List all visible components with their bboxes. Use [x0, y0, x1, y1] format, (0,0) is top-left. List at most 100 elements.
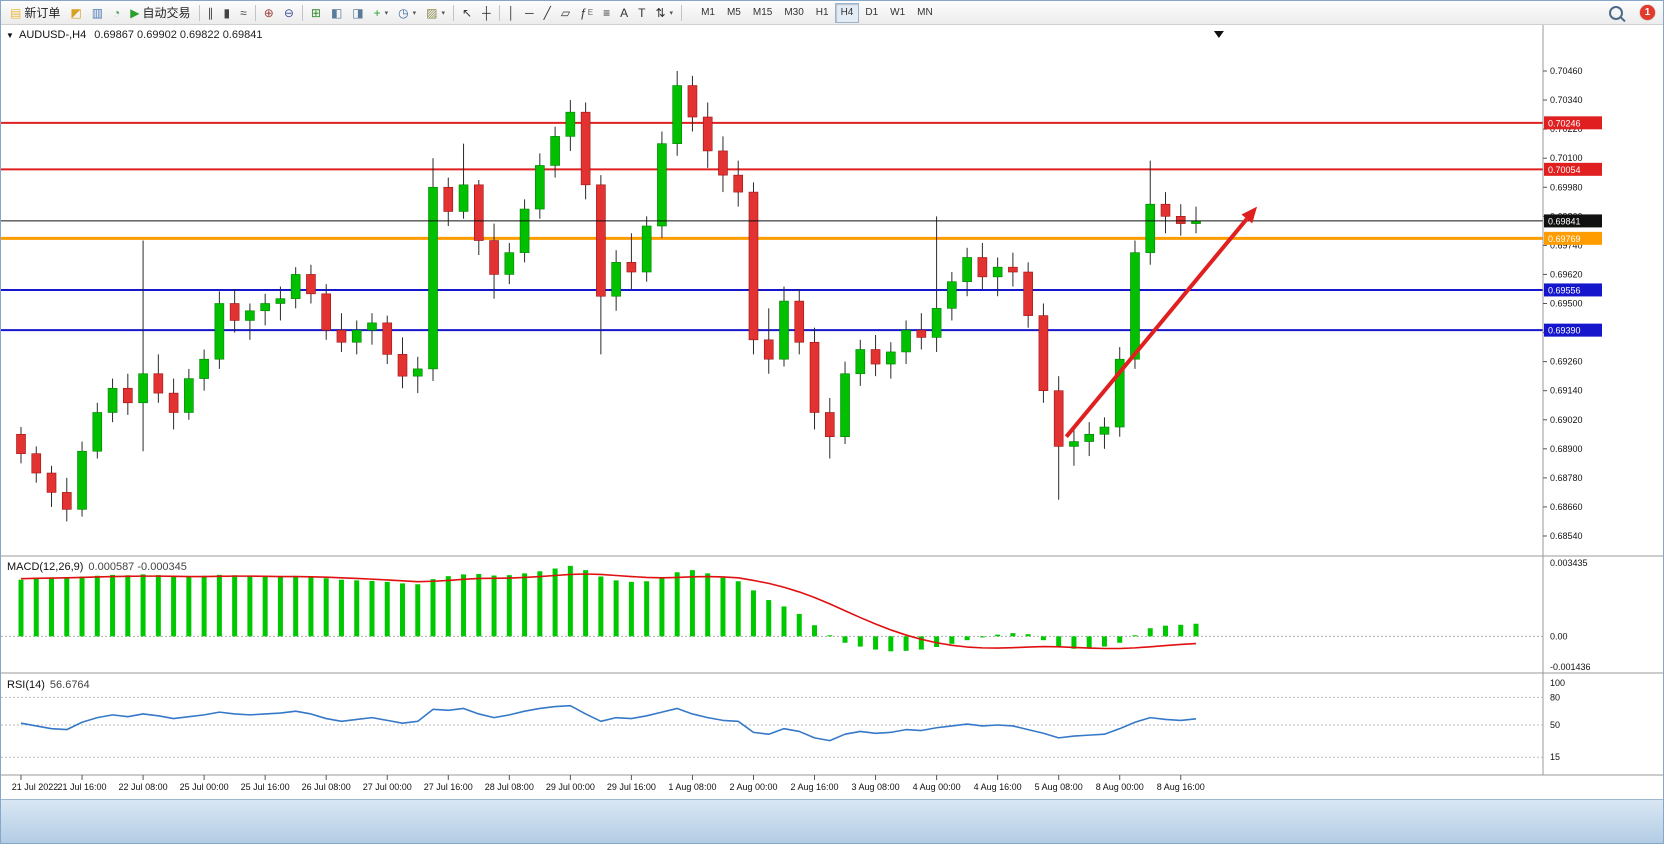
- candlestick-chart-icon-button[interactable]: ▮: [219, 2, 236, 24]
- candle: [550, 126, 560, 178]
- candle: [565, 100, 576, 151]
- candle: [123, 373, 133, 415]
- candle: [290, 267, 301, 309]
- candle: [1084, 422, 1094, 457]
- market-watch-icon: ◩: [70, 5, 82, 20]
- time-tick-label: 5 Aug 08:00: [1035, 782, 1083, 792]
- candle-body-up: [535, 165, 545, 210]
- candle: [687, 75, 698, 132]
- candle-body-up: [992, 266, 1003, 278]
- new-order-button[interactable]: ▤ 新订单: [5, 2, 65, 24]
- tile-windows-icon-button[interactable]: ⊞: [306, 2, 326, 24]
- time-tick-label: 29 Jul 16:00: [607, 782, 656, 792]
- templates-icon-button[interactable]: ▨ ▾: [421, 2, 450, 24]
- candle: [46, 465, 57, 507]
- horizontal-line-icon-button[interactable]: ─: [520, 2, 539, 24]
- candle-body-up: [458, 184, 469, 212]
- text-label-icon-button[interactable]: T: [633, 2, 650, 24]
- candle-body-up: [290, 274, 301, 299]
- fibonacci-icon-sub: E: [587, 7, 594, 17]
- candle: [107, 378, 118, 423]
- market-watch-icon-button[interactable]: ◩: [65, 2, 86, 24]
- window-frame-bottom: [1, 799, 1663, 843]
- candle-body-up: [245, 310, 255, 321]
- timeframe-w1[interactable]: W1: [890, 7, 906, 18]
- timeframe-d1[interactable]: D1: [865, 7, 879, 18]
- candle-body-up: [947, 281, 957, 309]
- candle: [458, 143, 469, 219]
- vertical-line-icon-button[interactable]: │: [503, 2, 521, 24]
- candle-body-down: [229, 303, 240, 321]
- data-window-icon-button[interactable]: ▥: [87, 2, 108, 24]
- candle-body-down: [1160, 203, 1171, 217]
- one-click-trading-toggle[interactable]: ▼: [6, 31, 14, 40]
- candle: [824, 397, 835, 459]
- time-axis[interactable]: 21 Jul 2022 21 Jul 16:00 22 Jul 08:00 25 Ju…: [12, 775, 1205, 792]
- cursor-icon-button[interactable]: ↖: [457, 2, 477, 24]
- candle: [260, 293, 270, 326]
- crosshair-icon-button[interactable]: ┼: [477, 2, 496, 24]
- rsi-line: [20, 704, 1197, 742]
- price-axis[interactable]: 0.704600.703400.702200.701000.699800.698…: [1543, 66, 1602, 541]
- bar-chart-icon-button[interactable]: ∥: [203, 2, 219, 24]
- time-tick-label: 4 Aug 00:00: [913, 782, 961, 792]
- zoom-out-icon: ⊖: [283, 5, 294, 20]
- timeframe-h4[interactable]: H4: [834, 2, 860, 23]
- line-chart-icon-button[interactable]: ≈: [235, 2, 252, 24]
- candle: [947, 272, 957, 321]
- timeframe-m1[interactable]: M1: [701, 7, 715, 18]
- autotrading-button[interactable]: ▶ 自动交易: [125, 2, 195, 24]
- chart-canvas[interactable]: 0.704600.703400.702200.701000.699800.698…: [1, 25, 1664, 802]
- navigator-icon: ◔: [113, 5, 121, 20]
- toolbar-separator: [198, 4, 200, 21]
- candles-layer: [16, 71, 1201, 522]
- arrange-windows-icon-button[interactable]: ◨: [347, 2, 368, 24]
- candle: [1160, 192, 1171, 234]
- candle: [535, 153, 545, 219]
- candle: [473, 179, 484, 256]
- trendline-icon-button[interactable]: ╱: [539, 2, 556, 24]
- equidistant-channel-icon-button[interactable]: ▱: [556, 2, 575, 24]
- candle-body-up: [1145, 203, 1156, 253]
- ohlc-bars-icon: ∥: [207, 5, 214, 20]
- zoom-out-icon-button[interactable]: ⊖: [279, 2, 299, 24]
- trend-arrow-annotation[interactable]: [1064, 206, 1258, 438]
- candle-body-up: [275, 298, 286, 304]
- zoom-in-icon-button[interactable]: ⊕: [259, 2, 279, 24]
- timeframe-m5[interactable]: M5: [726, 7, 741, 18]
- text-a-icon: A: [620, 5, 629, 20]
- shapes-icon-button[interactable]: ≡: [598, 2, 615, 24]
- navigator-icon-button[interactable]: ◔: [108, 2, 125, 24]
- candle: [382, 315, 393, 365]
- cascade-windows-icon-button[interactable]: ◧: [326, 2, 347, 24]
- autotrading-play-icon: ▶: [130, 5, 140, 20]
- arrow-objects-icon-button[interactable]: ⇅ ▾: [650, 2, 678, 24]
- timeframe-m15[interactable]: M15: [752, 7, 773, 18]
- macd-axis-label: -0.001436: [1550, 662, 1591, 672]
- periods-icon-button[interactable]: ◷ ▾: [393, 2, 421, 24]
- candle: [794, 288, 805, 355]
- fibonacci-icon: ƒ: [580, 5, 587, 20]
- price-badge-0.69556: 0.69556: [1544, 283, 1602, 297]
- search-icon-button[interactable]: [1604, 2, 1632, 24]
- new-order-icon: ▤: [10, 5, 22, 20]
- candle-body-up: [1069, 441, 1079, 447]
- price-tick-label: 0.69020: [1550, 415, 1583, 425]
- chevron-down-icon: ▾: [669, 9, 674, 17]
- candle-body-down: [718, 150, 728, 176]
- indicators-icon-button[interactable]: + ▾: [369, 2, 394, 24]
- timeframe-mn[interactable]: MN: [917, 7, 933, 18]
- candle-body-down: [748, 191, 759, 341]
- price-tick-label: 0.69260: [1550, 357, 1583, 367]
- timeframe-h1[interactable]: H1: [815, 7, 829, 18]
- rsi-axis-label: 15: [1550, 752, 1560, 762]
- text-icon-button[interactable]: A: [615, 2, 633, 24]
- notification-badge[interactable]: 1: [1640, 5, 1655, 20]
- timeframe-m30[interactable]: M30: [784, 7, 804, 18]
- line-chart-icon: ≈: [240, 5, 247, 20]
- chart-shift-marker[interactable]: [1213, 31, 1224, 38]
- candle: [92, 402, 103, 459]
- macd-axis-label: 0.003435: [1550, 558, 1588, 568]
- new-order-button-label: 新订单: [24, 6, 61, 20]
